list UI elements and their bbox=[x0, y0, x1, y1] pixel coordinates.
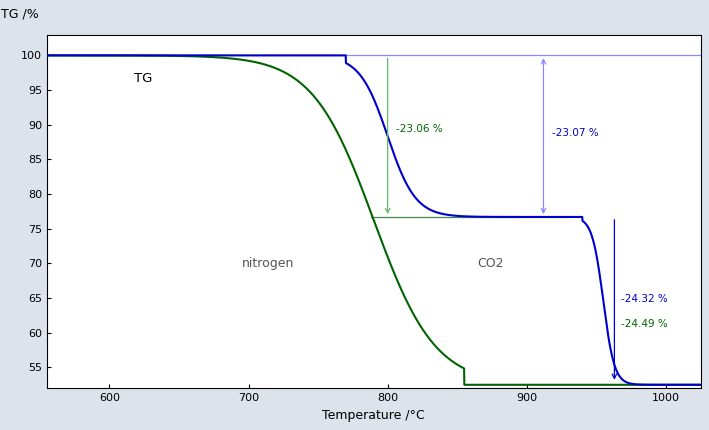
Text: TG: TG bbox=[135, 72, 153, 85]
Text: CO2: CO2 bbox=[477, 257, 504, 270]
Text: TG /%: TG /% bbox=[1, 7, 39, 21]
Text: -24.32 %: -24.32 % bbox=[621, 295, 668, 304]
Text: -23.07 %: -23.07 % bbox=[552, 128, 598, 138]
Text: nitrogen: nitrogen bbox=[242, 257, 294, 270]
X-axis label: Temperature /°C: Temperature /°C bbox=[323, 408, 425, 422]
Text: -23.06 %: -23.06 % bbox=[396, 124, 442, 134]
Text: -24.49 %: -24.49 % bbox=[621, 319, 668, 329]
